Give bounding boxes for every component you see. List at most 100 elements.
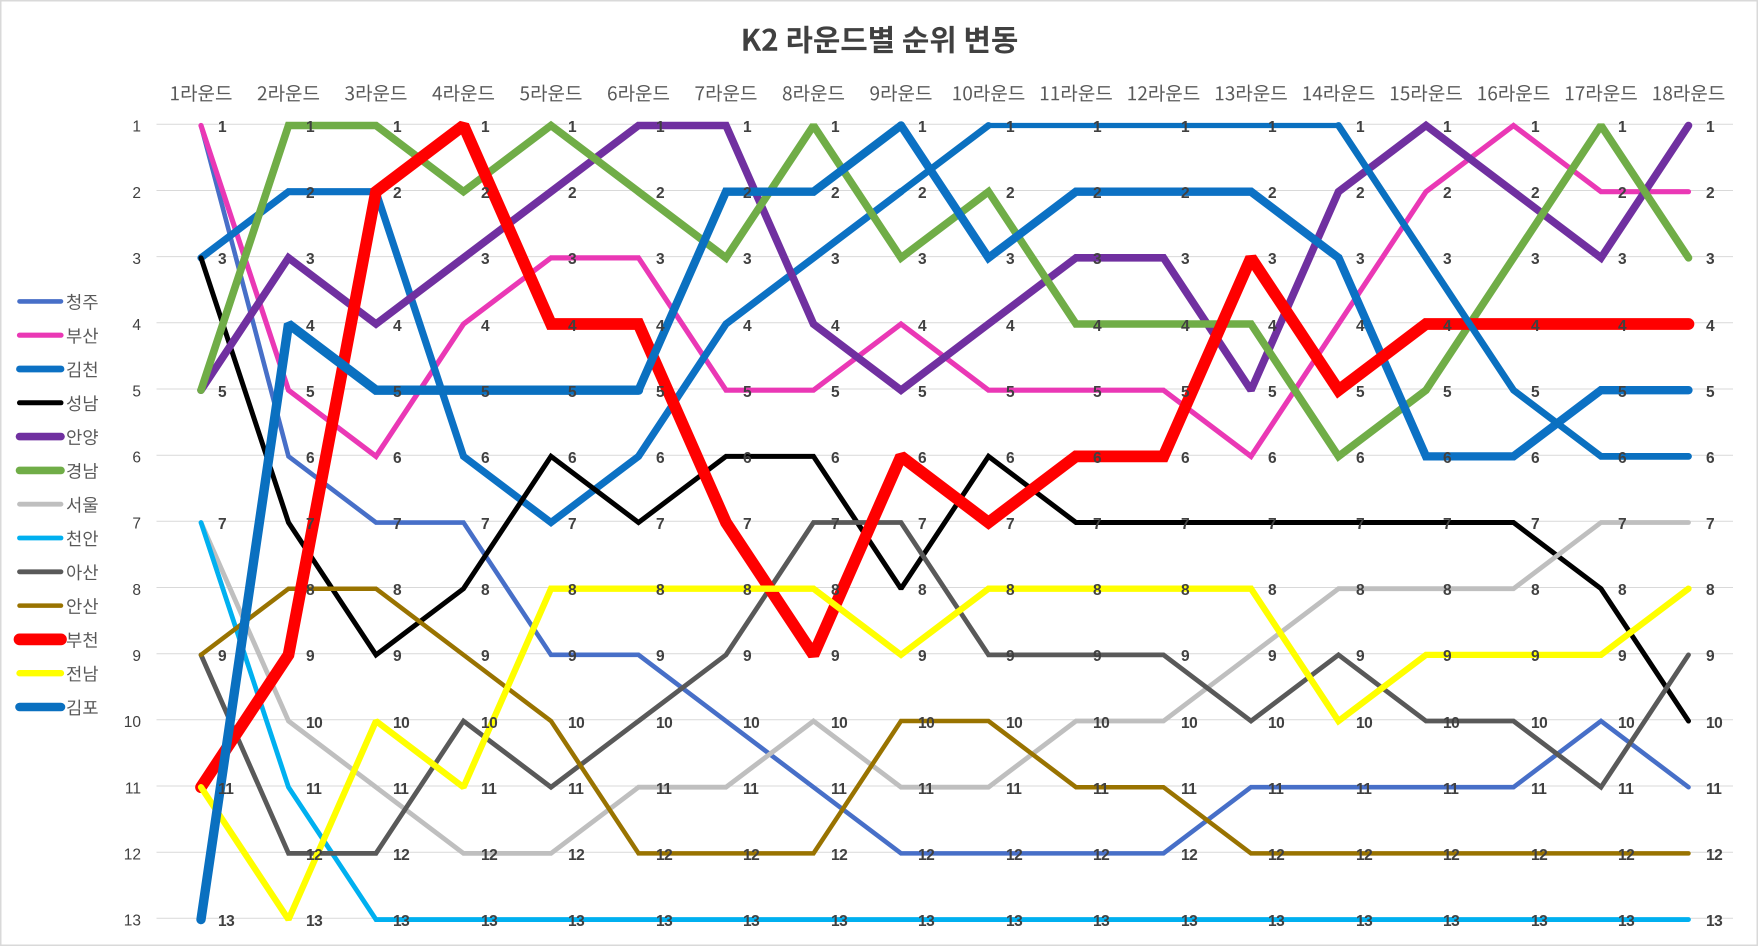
svg-text:4: 4 xyxy=(1006,318,1015,335)
svg-text:13: 13 xyxy=(1093,913,1110,930)
svg-text:8: 8 xyxy=(481,582,490,599)
svg-text:1: 1 xyxy=(481,119,490,136)
svg-text:5: 5 xyxy=(918,384,927,401)
svg-text:9: 9 xyxy=(1706,648,1715,665)
svg-text:10: 10 xyxy=(1006,715,1022,732)
svg-text:8: 8 xyxy=(1268,582,1277,599)
svg-text:12: 12 xyxy=(1706,847,1722,864)
svg-text:13: 13 xyxy=(831,913,848,930)
svg-text:6: 6 xyxy=(481,450,490,467)
svg-text:1: 1 xyxy=(743,119,752,136)
svg-text:1: 1 xyxy=(568,119,577,136)
svg-text:10: 10 xyxy=(393,715,409,732)
svg-text:9: 9 xyxy=(306,648,315,665)
svg-text:7: 7 xyxy=(1356,516,1364,533)
svg-text:7: 7 xyxy=(568,516,576,533)
svg-text:3: 3 xyxy=(1006,251,1015,268)
svg-text:3: 3 xyxy=(1093,251,1102,268)
svg-text:6: 6 xyxy=(1181,450,1190,467)
svg-text:12: 12 xyxy=(568,847,584,864)
svg-text:5: 5 xyxy=(1443,384,1452,401)
svg-text:6: 6 xyxy=(393,450,402,467)
svg-text:7: 7 xyxy=(656,516,664,533)
svg-text:13: 13 xyxy=(1443,913,1460,930)
svg-text:9: 9 xyxy=(1093,648,1102,665)
svg-text:8: 8 xyxy=(918,582,927,599)
svg-text:1: 1 xyxy=(132,119,141,136)
svg-text:1: 1 xyxy=(218,119,227,136)
svg-text:4: 4 xyxy=(656,318,665,335)
svg-text:5: 5 xyxy=(1268,384,1277,401)
svg-text:12: 12 xyxy=(393,847,409,864)
svg-text:8: 8 xyxy=(831,582,840,599)
svg-text:5: 5 xyxy=(743,384,752,401)
svg-text:11: 11 xyxy=(1268,781,1284,798)
svg-text:4: 4 xyxy=(1181,318,1190,335)
svg-text:8: 8 xyxy=(1618,582,1627,599)
svg-text:11: 11 xyxy=(918,781,934,798)
svg-text:8: 8 xyxy=(1531,582,1540,599)
svg-text:2: 2 xyxy=(306,185,314,202)
svg-text:7: 7 xyxy=(831,516,839,533)
svg-text:3: 3 xyxy=(1181,251,1190,268)
svg-text:10: 10 xyxy=(568,715,584,732)
svg-text:12: 12 xyxy=(1006,847,1022,864)
svg-text:11: 11 xyxy=(1443,781,1459,798)
svg-text:5: 5 xyxy=(1706,384,1715,401)
svg-text:9: 9 xyxy=(918,648,927,665)
svg-text:10: 10 xyxy=(1618,715,1634,732)
svg-text:13: 13 xyxy=(568,913,585,930)
svg-text:10: 10 xyxy=(1181,715,1197,732)
svg-text:8: 8 xyxy=(393,582,402,599)
svg-text:5: 5 xyxy=(831,384,840,401)
svg-text:7: 7 xyxy=(481,516,489,533)
svg-text:9: 9 xyxy=(132,648,141,665)
svg-text:8: 8 xyxy=(1443,582,1452,599)
svg-text:11: 11 xyxy=(125,780,141,797)
svg-text:12: 12 xyxy=(1618,847,1634,864)
svg-text:10: 10 xyxy=(1268,715,1284,732)
svg-text:9: 9 xyxy=(218,648,227,665)
svg-text:13: 13 xyxy=(1531,913,1548,930)
svg-text:1: 1 xyxy=(831,119,840,136)
svg-text:9: 9 xyxy=(1443,648,1452,665)
svg-text:1: 1 xyxy=(1443,119,1452,136)
svg-text:6: 6 xyxy=(568,450,577,467)
svg-text:4: 4 xyxy=(306,318,315,335)
svg-text:12: 12 xyxy=(918,847,934,864)
svg-text:8: 8 xyxy=(132,582,141,599)
svg-text:1: 1 xyxy=(1531,119,1540,136)
svg-text:11: 11 xyxy=(656,781,672,798)
svg-text:5: 5 xyxy=(481,384,490,401)
svg-text:12: 12 xyxy=(481,847,497,864)
svg-text:6: 6 xyxy=(918,450,927,467)
svg-text:12: 12 xyxy=(306,847,322,864)
svg-text:1: 1 xyxy=(1706,119,1715,136)
svg-text:1: 1 xyxy=(1181,119,1190,136)
svg-text:9: 9 xyxy=(1006,648,1015,665)
svg-text:6: 6 xyxy=(1531,450,1540,467)
svg-text:13: 13 xyxy=(743,913,760,930)
svg-text:8: 8 xyxy=(1093,582,1102,599)
svg-text:6: 6 xyxy=(132,450,141,467)
svg-text:4: 4 xyxy=(1443,318,1452,335)
svg-text:12: 12 xyxy=(1356,847,1372,864)
svg-text:5: 5 xyxy=(1618,384,1627,401)
svg-text:4: 4 xyxy=(1531,318,1540,335)
svg-text:7: 7 xyxy=(218,516,226,533)
svg-text:1: 1 xyxy=(1356,119,1365,136)
svg-text:8: 8 xyxy=(1181,582,1190,599)
svg-text:1: 1 xyxy=(918,119,927,136)
svg-text:2: 2 xyxy=(132,185,141,202)
svg-text:3: 3 xyxy=(1706,251,1715,268)
svg-text:3: 3 xyxy=(306,251,315,268)
svg-text:1: 1 xyxy=(656,119,665,136)
svg-text:2: 2 xyxy=(1443,185,1451,202)
svg-text:1: 1 xyxy=(1093,119,1102,136)
svg-text:3: 3 xyxy=(1443,251,1452,268)
svg-text:3: 3 xyxy=(743,251,752,268)
svg-text:4: 4 xyxy=(1706,318,1715,335)
svg-text:12: 12 xyxy=(1093,847,1109,864)
svg-text:11: 11 xyxy=(393,781,409,798)
svg-text:3: 3 xyxy=(1531,251,1540,268)
